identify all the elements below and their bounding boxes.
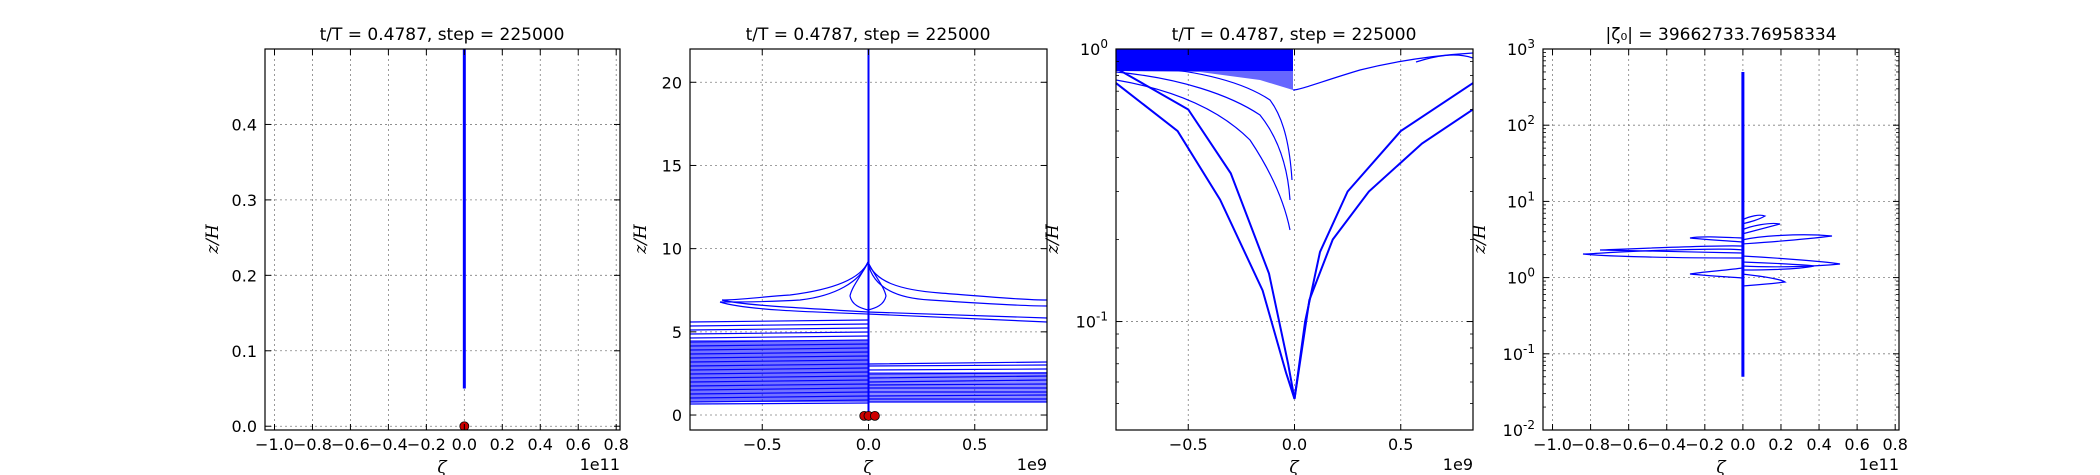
panel-4-xlabel: ζ (1716, 458, 1727, 475)
panel-4-ylabel: z/H (1470, 223, 1490, 255)
panel-4-frame (1542, 48, 1900, 431)
y-tick-label: 0.1 (232, 342, 257, 361)
x-tick-label: 0.4 (1806, 435, 1831, 454)
y-tick-label: 10 (662, 240, 682, 259)
y-tick-label: 0.4 (232, 115, 257, 134)
x-tick-label: 0.5 (1388, 435, 1413, 454)
x-tick-label: 0.5 (962, 435, 987, 454)
panel-3-grid (1116, 49, 1473, 430)
panel-3-xlabel: ζ (1289, 458, 1300, 475)
panel-3-fan-left (1116, 71, 1293, 90)
panel-2-x-offset: 1e9 (1017, 455, 1047, 474)
panel-3-ylabel: z/H (1043, 223, 1063, 255)
panel-2-plot (690, 49, 1047, 421)
y-tick-label: 0.2 (232, 266, 257, 285)
panel-2-ticks: −0.5 0.0 0.5 0 5 10 15 20 (662, 49, 1047, 454)
x-tick-label: −0.4 (1647, 435, 1686, 454)
x-tick-label: 0.0 (1282, 435, 1307, 454)
x-tick-label: 0.0 (452, 435, 477, 454)
series-line (1116, 82, 1296, 400)
panel-4-ticks: −1.0 −0.8 −0.6 −0.4 −0.2 0.0 0.2 0.4 0.6 0.8 10-2 1… (1503, 37, 1908, 454)
panel-3-extra-curves (1116, 52, 1473, 231)
panel-3-plot (1116, 49, 1473, 400)
y-tick-label: 10-1 (1076, 310, 1108, 332)
y-tick-label: 0 (672, 406, 682, 425)
x-tick-label: −0.6 (1609, 435, 1648, 454)
x-tick-label: 0.4 (528, 435, 553, 454)
panel-4-x-offset: 1e11 (1859, 455, 1899, 474)
x-tick-label: −1.0 (255, 435, 294, 454)
panel-3-ticks: −0.5 0.0 0.5 10-1 100 (1076, 37, 1473, 454)
y-tick-label: 101 (1507, 189, 1535, 211)
panel-4-plot (1582, 71, 1841, 377)
x-tick-label: 0.2 (1768, 435, 1793, 454)
panel-4-title: |ζ₀| = 39662733.76958334 (1605, 25, 1836, 45)
x-tick-label: −0.8 (293, 435, 332, 454)
panel-2: −0.5 0.0 0.5 0 5 10 15 20 t/T = 0.4787, step = … (631, 25, 1048, 475)
x-tick-label: 0.6 (566, 435, 591, 454)
panel-2-ylabel: z/H (631, 223, 651, 255)
panel-1-x-offset: 1e11 (580, 455, 620, 474)
panel-2-dense-fill (690, 340, 868, 402)
y-tick-label: 102 (1507, 113, 1535, 135)
x-tick-label: 0.8 (603, 435, 628, 454)
panel-4-grid (1543, 49, 1899, 430)
x-tick-label: −0.4 (369, 435, 408, 454)
x-tick-label: −0.8 (1571, 435, 1610, 454)
panel-2-dense-fill-right (868, 372, 1047, 402)
band-upper-right (867, 311, 1047, 403)
x-tick-label: −1.0 (1533, 435, 1572, 454)
x-tick-label: 0.6 (1844, 435, 1869, 454)
y-tick-label: 100 (1080, 37, 1108, 59)
panel-3: −0.5 0.0 0.5 10-1 100 t/T = 0.4787, step = 2… (1043, 25, 1474, 475)
x-tick-label: 0.2 (490, 435, 515, 454)
panel-2-lobes (719, 261, 1047, 315)
x-tick-label: 0.8 (1882, 435, 1907, 454)
panel-1-frame (264, 48, 621, 431)
x-tick-label: 0.0 (856, 435, 881, 454)
panel-4-spikes (1582, 214, 1841, 287)
y-tick-label: 15 (662, 156, 682, 175)
y-tick-label: 5 (672, 323, 682, 342)
panel-1-ylabel: z/H (203, 223, 223, 255)
panel-2-xlabel: ζ (863, 458, 874, 475)
y-tick-label: 20 (662, 73, 682, 92)
y-tick-label: 0.0 (232, 417, 257, 436)
x-tick-label: −0.2 (1685, 435, 1724, 454)
panel-1-plot (459, 49, 470, 430)
x-tick-label: −0.2 (407, 435, 446, 454)
y-tick-label: 103 (1507, 37, 1535, 59)
series-line (1116, 67, 1296, 400)
panel-3-x-offset: 1e9 (1443, 455, 1473, 474)
y-tick-label: 10-2 (1503, 418, 1535, 440)
y-tick-label: 100 (1507, 266, 1535, 288)
panel-1-ticks: −1.0 −0.8 −0.6 −0.4 −0.2 0.0 0.2 0.4 0.6 0.8 0.0 0.… (232, 49, 629, 454)
panel-2-title: t/T = 0.4787, step = 225000 (746, 25, 991, 45)
panel-1-title: t/T = 0.4787, step = 225000 (320, 25, 565, 45)
x-tick-label: −0.5 (743, 435, 782, 454)
panel-4: −1.0 −0.8 −0.6 −0.4 −0.2 0.0 0.2 0.4 0.6 0.8 10-2 1… (1470, 25, 1908, 475)
x-tick-label: −0.5 (1169, 435, 1208, 454)
panel-1: −1.0 −0.8 −0.6 −0.4 −0.2 0.0 0.2 0.4 0.6 0.8 0.0 0.… (203, 25, 629, 475)
x-tick-label: 0.0 (1730, 435, 1755, 454)
panel-1-grid (265, 49, 620, 430)
panel-3-dense-fill (1116, 49, 1293, 71)
y-tick-label: 10-1 (1503, 342, 1535, 364)
data-marker (869, 410, 880, 421)
series-line (1293, 108, 1473, 400)
x-tick-label: −0.6 (331, 435, 370, 454)
series-line (1293, 82, 1473, 400)
panel-1-xlabel: ζ (437, 458, 448, 475)
y-tick-label: 0.3 (232, 191, 257, 210)
panel-3-title: t/T = 0.4787, step = 225000 (1172, 25, 1417, 45)
